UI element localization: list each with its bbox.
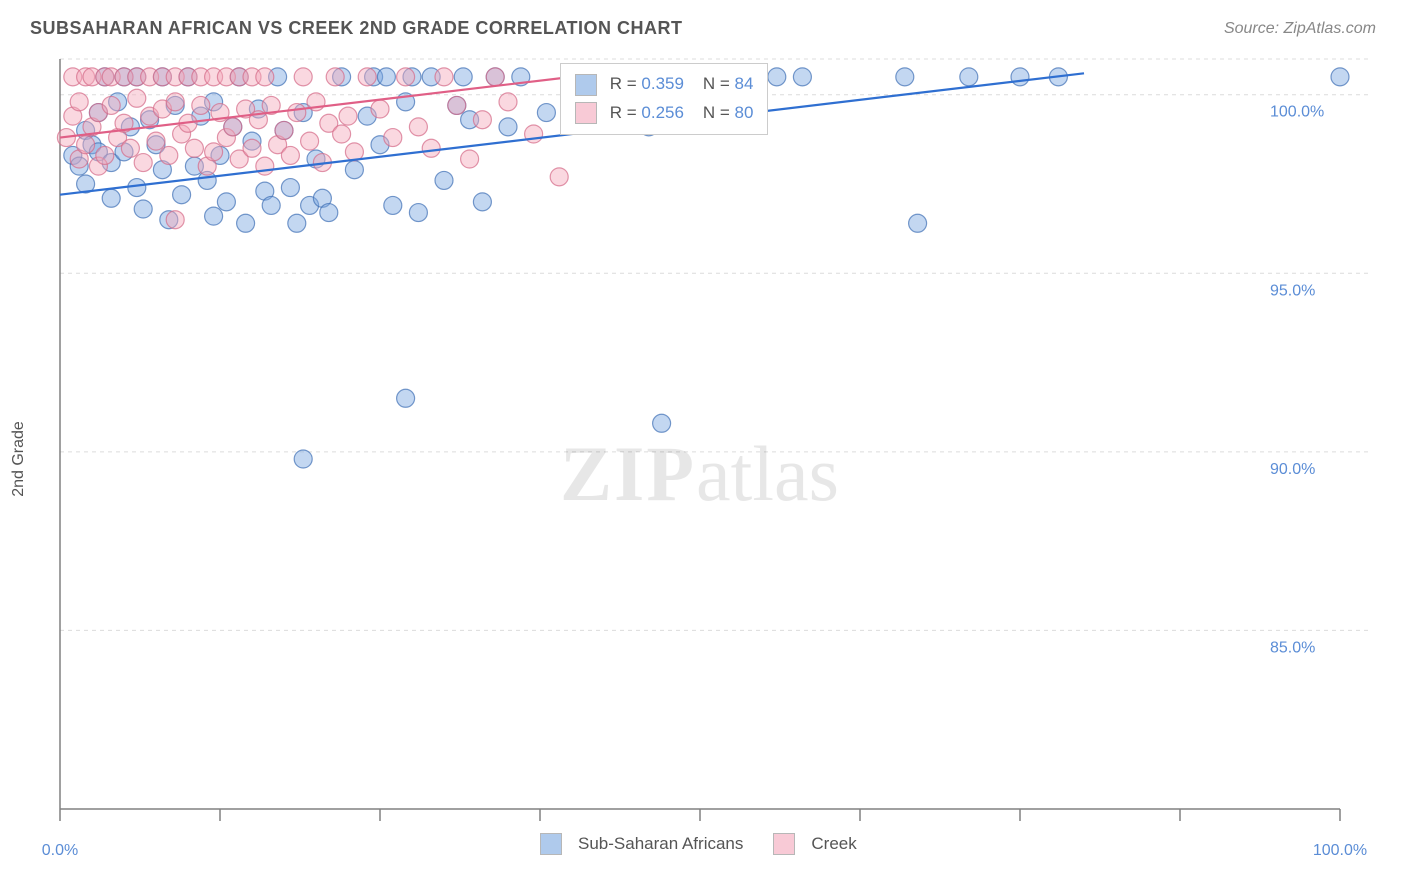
scatter-chart-svg: 85.0% 90.0% 95.0% 100.0% 0.0% 100.0% [0, 49, 1406, 869]
scatter-point [333, 125, 351, 143]
legend-swatch [575, 74, 597, 96]
scatter-point [288, 214, 306, 232]
scatter-point [409, 118, 427, 136]
chart-header: SUBSAHARAN AFRICAN VS CREEK 2ND GRADE CO… [0, 0, 1406, 49]
scatter-point [454, 68, 472, 86]
scatter-point [345, 161, 363, 179]
scatter-point [339, 107, 357, 125]
scatter-point [205, 207, 223, 225]
scatter-point [537, 104, 555, 122]
y-tick-label: 100.0% [1270, 104, 1324, 121]
legend-label: Sub-Saharan Africans [578, 834, 743, 854]
scatter-point [128, 89, 146, 107]
chart-title: SUBSAHARAN AFRICAN VS CREEK 2ND GRADE CO… [30, 18, 683, 39]
scatter-point [499, 118, 517, 136]
y-tick-label: 90.0% [1270, 461, 1315, 478]
scatter-point [397, 389, 415, 407]
scatter-point [128, 179, 146, 197]
legend-item: Sub-Saharan Africans [540, 833, 743, 855]
scatter-point [147, 132, 165, 150]
scatter-point [473, 111, 491, 129]
scatter-point [205, 143, 223, 161]
scatter-point [160, 146, 178, 164]
scatter-point [173, 186, 191, 204]
scatter-point [435, 171, 453, 189]
x-tick-label: 0.0% [42, 842, 78, 859]
scatter-point [1331, 68, 1349, 86]
scatter-point [96, 146, 114, 164]
scatter-point [461, 150, 479, 168]
scatter-point [1011, 68, 1029, 86]
scatter-point [435, 68, 453, 86]
scatter-point [409, 204, 427, 222]
scatter-point [486, 68, 504, 86]
scatter-point [281, 146, 299, 164]
scatter-point [102, 96, 120, 114]
scatter-point [224, 118, 242, 136]
scatter-point [653, 414, 671, 432]
chart-area: 2nd Grade 85.0% 90.0% 95.0% 100.0% 0.0% 100.0… [0, 49, 1406, 869]
scatter-point [358, 68, 376, 86]
scatter-point [281, 179, 299, 197]
scatter-point [217, 193, 235, 211]
scatter-point [192, 96, 210, 114]
scatter-point [499, 93, 517, 111]
scatter-point [768, 68, 786, 86]
scatter-point [960, 68, 978, 86]
scatter-point [134, 200, 152, 218]
legend-swatch [773, 833, 795, 855]
scatter-point [262, 196, 280, 214]
scatter-point [77, 136, 95, 154]
scatter-point [793, 68, 811, 86]
scatter-point [294, 68, 312, 86]
y-tick-label: 85.0% [1270, 639, 1315, 656]
scatter-point [294, 450, 312, 468]
scatter-point [377, 68, 395, 86]
scatter-point [256, 68, 274, 86]
scatter-point [397, 68, 415, 86]
scatter-point [384, 196, 402, 214]
scatter-point [134, 154, 152, 172]
scatter-point [256, 157, 274, 175]
scatter-point [384, 129, 402, 147]
scatter-point [121, 139, 139, 157]
scatter-point [275, 121, 293, 139]
correlation-legend: R = 0.359 N = 84 R = 0.256 N = 80 [560, 63, 768, 135]
scatter-point [243, 139, 261, 157]
scatter-point [320, 204, 338, 222]
scatter-point [550, 168, 568, 186]
scatter-point [326, 68, 344, 86]
scatter-point [166, 93, 184, 111]
series-legend: Sub-Saharan Africans Creek [540, 833, 857, 855]
scatter-point [102, 189, 120, 207]
scatter-point [166, 211, 184, 229]
scatter-point [909, 214, 927, 232]
legend-row: R = 0.359 N = 84 [575, 70, 753, 99]
scatter-point [371, 100, 389, 118]
legend-swatch [575, 102, 597, 124]
y-axis-label: 2nd Grade [10, 421, 28, 497]
legend-swatch [540, 833, 562, 855]
scatter-point [896, 68, 914, 86]
scatter-point [422, 139, 440, 157]
scatter-point [448, 96, 466, 114]
scatter-point [288, 104, 306, 122]
scatter-point [237, 214, 255, 232]
legend-row: R = 0.256 N = 80 [575, 99, 753, 128]
y-tick-label: 95.0% [1270, 282, 1315, 299]
chart-source: Source: ZipAtlas.com [1224, 20, 1376, 38]
legend-label: Creek [811, 834, 856, 854]
scatter-point [70, 93, 88, 111]
scatter-point [185, 139, 203, 157]
x-tick-label: 100.0% [1313, 842, 1367, 859]
legend-item: Creek [773, 833, 856, 855]
scatter-point [301, 132, 319, 150]
scatter-point [473, 193, 491, 211]
